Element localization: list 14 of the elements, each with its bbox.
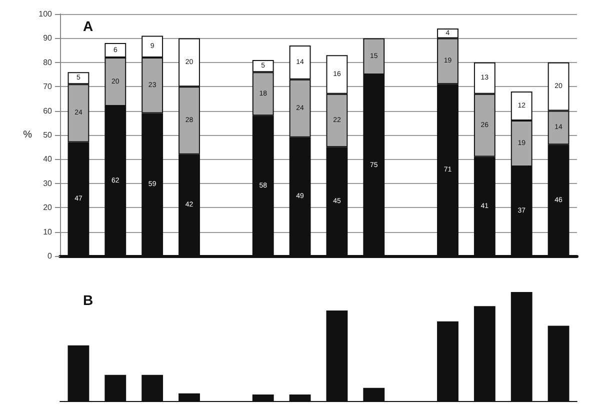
y-tick-label: 100 — [38, 10, 53, 18]
y-tick-label: 20 — [43, 203, 53, 212]
y-tick-label: 60 — [43, 106, 53, 116]
y-tick-label: 0 — [48, 252, 53, 260]
y-tick-label: 50 — [43, 130, 53, 140]
y-tick-label: 10 — [43, 227, 53, 236]
chart-title: A — [83, 18, 94, 34]
y-tick-label: 70 — [43, 82, 53, 92]
y-tick-label: 90 — [43, 34, 53, 43]
y-axis-title: % — [23, 130, 32, 140]
y-tick-label: 80 — [43, 58, 53, 67]
y-tick-label: 40 — [43, 154, 53, 164]
chart-title: B — [83, 292, 94, 308]
y-tick-label: 30 — [43, 178, 53, 188]
